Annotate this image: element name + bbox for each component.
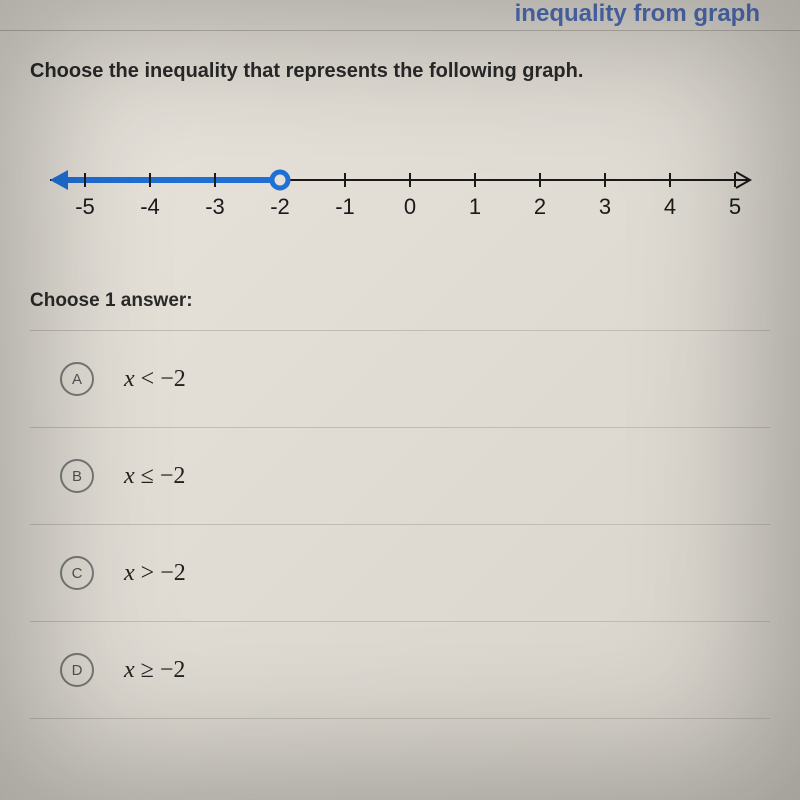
choices-list: A x < −2 B x ≤ −2 C x > −2 D x ≥ −2 <box>30 330 770 719</box>
math-var: x <box>124 463 135 490</box>
svg-text:-2: -2 <box>270 194 290 219</box>
choice-expression: x ≤ −2 <box>124 463 185 490</box>
choice-d[interactable]: D x ≥ −2 <box>30 622 770 718</box>
choice-letter: A <box>60 362 94 396</box>
svg-text:2: 2 <box>534 194 546 219</box>
math-var: x <box>124 657 135 684</box>
top-divider <box>0 30 800 31</box>
choice-c[interactable]: C x > −2 <box>30 525 770 621</box>
choice-b[interactable]: B x ≤ −2 <box>30 428 770 524</box>
svg-text:1: 1 <box>469 194 481 219</box>
math-op: ≥ <box>141 657 154 684</box>
number-line-graph: -5 -4 -3 -2 -1 0 1 2 3 4 5 <box>30 150 770 240</box>
choice-a[interactable]: A x < −2 <box>30 331 770 427</box>
choice-expression: x > −2 <box>124 560 186 587</box>
math-rhs: −2 <box>160 463 186 490</box>
choice-letter: C <box>60 556 94 590</box>
choice-expression: x ≥ −2 <box>124 657 185 684</box>
math-var: x <box>124 560 135 587</box>
svg-text:4: 4 <box>664 194 676 219</box>
choice-divider <box>30 718 770 719</box>
question-text: Choose the inequality that represents th… <box>30 60 770 83</box>
math-op: > <box>141 560 155 587</box>
svg-text:-1: -1 <box>335 194 355 219</box>
svg-text:0: 0 <box>404 194 416 219</box>
header-fragment: inequality from graph <box>515 0 760 28</box>
choice-letter: B <box>60 459 94 493</box>
math-op: ≤ <box>141 463 154 490</box>
math-rhs: −2 <box>160 657 186 684</box>
choice-letter: D <box>60 653 94 687</box>
svg-text:3: 3 <box>599 194 611 219</box>
choice-expression: x < −2 <box>124 366 186 393</box>
math-rhs: −2 <box>160 366 186 393</box>
svg-text:5: 5 <box>729 194 741 219</box>
svg-text:-4: -4 <box>140 194 160 219</box>
math-rhs: −2 <box>160 560 186 587</box>
svg-text:-5: -5 <box>75 194 95 219</box>
math-op: < <box>141 366 155 393</box>
answer-header: Choose 1 answer: <box>30 290 193 312</box>
svg-text:-3: -3 <box>205 194 225 219</box>
math-var: x <box>124 366 135 393</box>
